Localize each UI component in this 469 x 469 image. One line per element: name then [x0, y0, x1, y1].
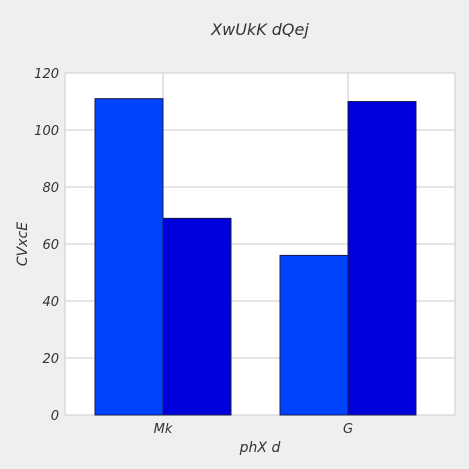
bar [279, 254, 349, 416]
x-tick-label: Mk [154, 422, 173, 437]
y-tick-label: 60 [42, 238, 59, 253]
x-axis-label: phX d [239, 440, 281, 456]
y-tick-label: 40 [42, 295, 59, 310]
x-tick-labels: Mk G [154, 422, 353, 437]
bar [347, 101, 417, 416]
y-tick-labels: 0 20 40 60 80 100 120 [34, 67, 59, 424]
y-tick-label: 80 [42, 181, 59, 196]
x-tick-label: G [343, 422, 353, 437]
bar [94, 98, 164, 416]
y-tick-label: 120 [34, 67, 59, 82]
chart-title: XwUkK dQej [210, 20, 309, 39]
y-tick-label: 100 [34, 124, 59, 139]
bar [162, 217, 232, 416]
bars [94, 98, 417, 416]
y-tick-label: 0 [51, 409, 59, 424]
y-tick-label: 20 [42, 352, 59, 367]
y-axis-label: CVxcE [15, 222, 31, 266]
